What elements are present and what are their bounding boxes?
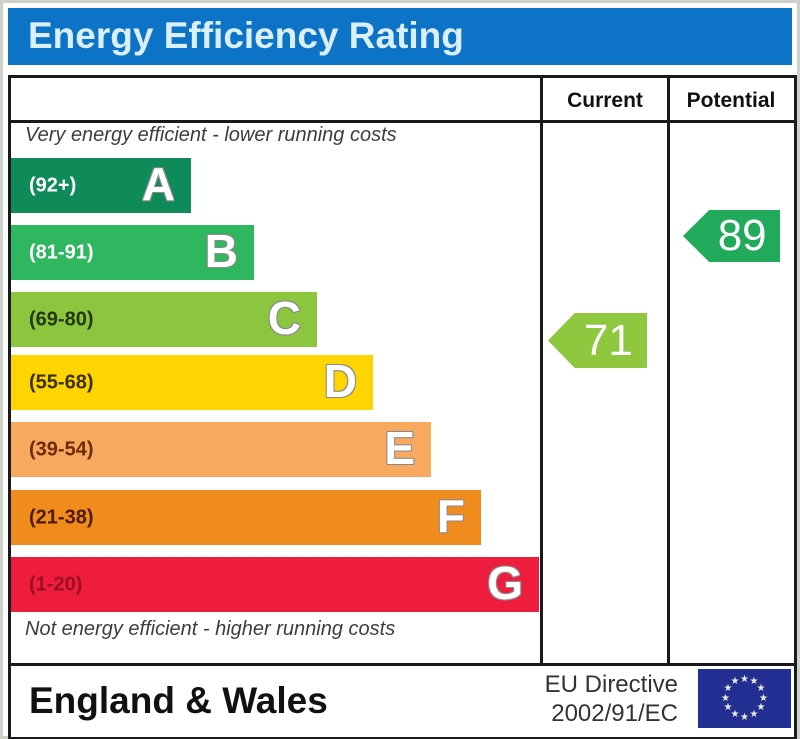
band-e-letter: E — [384, 421, 415, 474]
band-b-range: (81-91) — [29, 241, 94, 263]
region-label: England & Wales — [29, 679, 328, 721]
band-e-range: (39-54) — [29, 438, 94, 460]
eu-directive-label: EU Directive 2002/91/EC — [545, 670, 678, 728]
band-d-letter: D — [323, 354, 357, 407]
band-f-range: (21-38) — [29, 506, 94, 528]
eu-flag-star: ★ — [730, 676, 740, 688]
eu-flag-star: ★ — [756, 683, 766, 694]
eu-flag-star: ★ — [759, 692, 768, 704]
band-g: (1-20) G — [11, 556, 539, 612]
potential-column-divider — [667, 78, 670, 663]
potential-rating-value: 89 — [717, 211, 767, 260]
eu-flag-star: ★ — [756, 702, 766, 713]
band-g-range: (1-20) — [29, 573, 83, 595]
page-title: Energy Efficiency Rating — [28, 14, 464, 56]
band-f: (21-38) F — [11, 489, 481, 545]
band-e: (39-54) E — [11, 421, 431, 477]
band-g-letter: G — [487, 556, 523, 609]
eu-directive-line2: 2002/91/EC — [551, 700, 678, 727]
eu-directive-line1: EU Directive — [544, 671, 678, 698]
band-d-range: (55-68) — [29, 371, 94, 393]
band-a-letter: A — [141, 157, 175, 210]
current-column-header: Current — [567, 89, 643, 112]
title-bar: Energy Efficiency Rating — [8, 8, 792, 65]
band-c: (69-80) C — [11, 291, 317, 347]
eu-flag-star: ★ — [749, 708, 759, 720]
current-rating-arrow: 71 — [548, 313, 647, 368]
band-a: (92+) A — [11, 157, 191, 213]
band-f-letter: F — [436, 489, 465, 542]
top-note: Very energy efficient - lower running co… — [25, 124, 397, 146]
eu-flag-star: ★ — [749, 676, 759, 688]
band-a-range: (92+) — [29, 174, 77, 196]
band-b: (81-91) B — [11, 224, 254, 280]
footer: England & Wales EU Directive 2002/91/EC … — [8, 663, 797, 739]
eu-flag-star: ★ — [721, 692, 730, 704]
eu-flag-star: ★ — [723, 702, 733, 713]
band-c-letter: C — [267, 291, 301, 344]
eu-flag-star: ★ — [740, 711, 749, 723]
potential-rating-arrow: 89 — [683, 210, 780, 262]
eu-flag-star: ★ — [723, 683, 733, 694]
current-column-divider — [540, 78, 543, 663]
band-d: (55-68) D — [11, 354, 373, 410]
eu-flag-star: ★ — [730, 708, 740, 720]
rating-table: Current Potential Very energy efficient … — [8, 75, 797, 666]
potential-column-header: Potential — [686, 89, 776, 112]
header-divider — [11, 120, 794, 123]
current-rating-value: 71 — [583, 315, 633, 365]
eu-flag-icon: ★ ★ ★ ★ ★ ★ ★ ★ ★ ★ ★ ★ — [698, 669, 791, 728]
band-b-letter: B — [204, 224, 238, 277]
band-c-range: (69-80) — [29, 308, 94, 330]
eu-flag-star: ★ — [740, 673, 749, 685]
bottom-note: Not energy efficient - higher running co… — [25, 618, 396, 640]
